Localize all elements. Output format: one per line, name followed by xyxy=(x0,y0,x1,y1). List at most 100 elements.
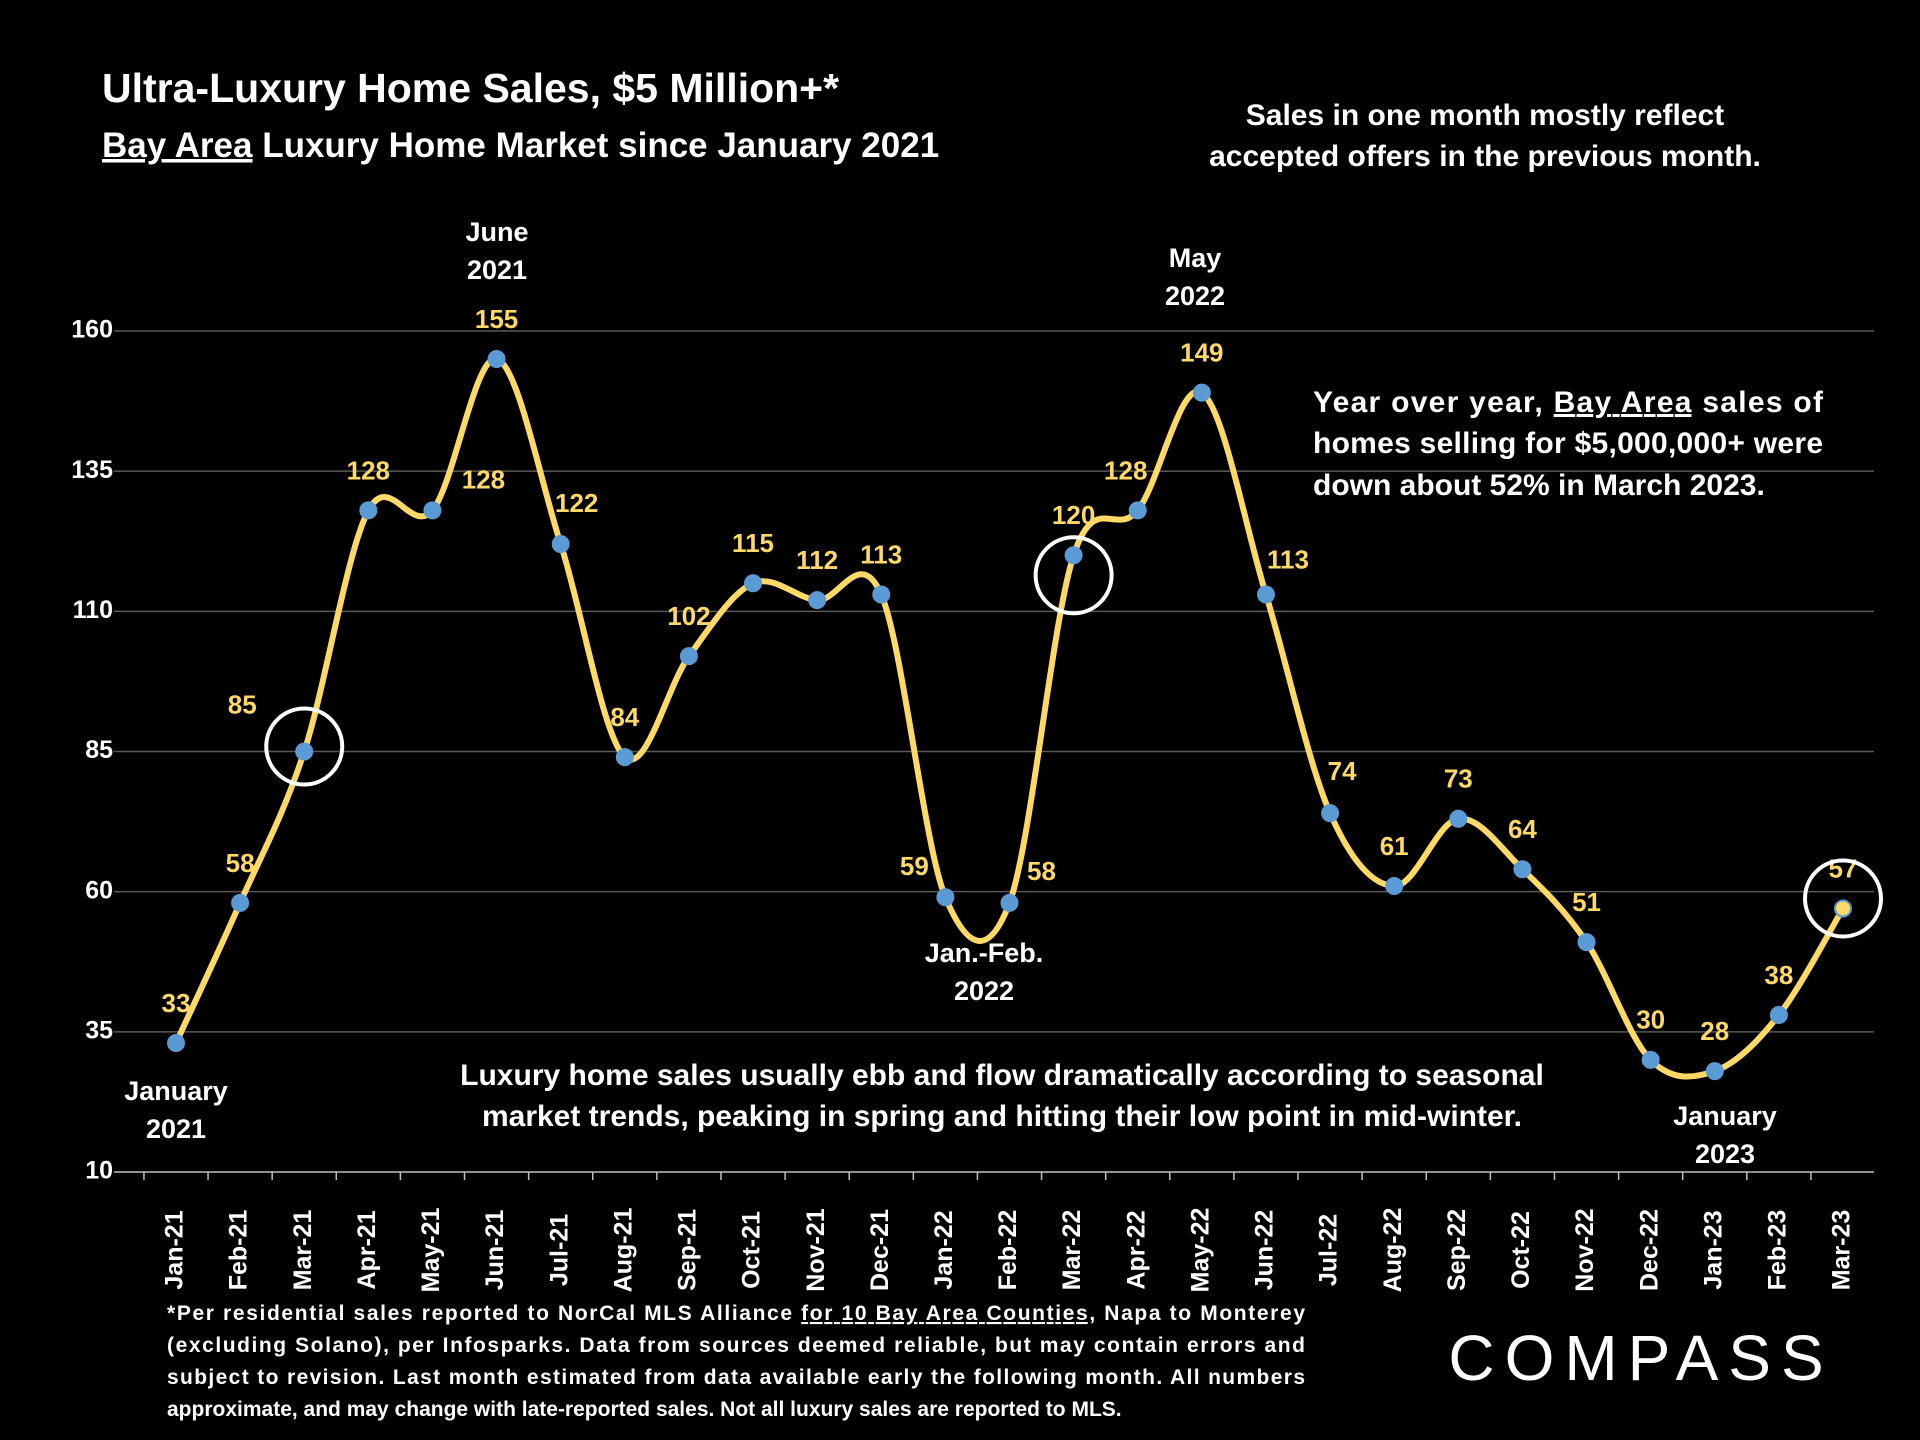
data-label: 84 xyxy=(610,702,639,732)
yoy-part: sales of xyxy=(1693,386,1824,419)
data-label: 113 xyxy=(860,539,902,569)
seasonal-note: market trends, peaking in spring and hit… xyxy=(482,1100,1522,1133)
footnote: approximate, and may change with late-re… xyxy=(167,1398,1122,1421)
x-tick-label: May-22 xyxy=(1186,1208,1214,1293)
footnote-part: , Napa to Monterey xyxy=(1089,1302,1305,1325)
data-point xyxy=(1192,383,1211,402)
data-point xyxy=(1577,933,1596,952)
yoy-part: Year over year, xyxy=(1313,386,1552,419)
subtitle-part: Bay Area xyxy=(102,126,253,165)
data-point xyxy=(1256,585,1275,604)
y-tick-label: 60 xyxy=(85,876,113,904)
footnote-part: for 10 Bay Area Counties xyxy=(801,1302,1088,1325)
data-point xyxy=(1834,899,1852,918)
data-point xyxy=(1705,1062,1724,1081)
annotation: 2022 xyxy=(1165,281,1225,311)
data-point xyxy=(423,501,442,520)
annotation: January xyxy=(1673,1101,1777,1131)
footnote-part: *Per residential sales reported to NorCa… xyxy=(167,1302,800,1325)
x-tick-label: Oct-21 xyxy=(738,1211,766,1289)
data-point xyxy=(1064,546,1083,565)
data-label: 74 xyxy=(1328,756,1357,786)
data-label: 120 xyxy=(1052,500,1095,530)
x-tick-label: Feb-21 xyxy=(225,1210,253,1291)
x-tick-label: May-21 xyxy=(417,1208,445,1293)
data-point xyxy=(936,888,955,907)
data-label: 113 xyxy=(1267,544,1309,574)
data-label: 122 xyxy=(555,488,598,518)
data-label: 38 xyxy=(1764,960,1793,990)
data-label: 30 xyxy=(1636,1005,1665,1035)
data-label: 64 xyxy=(1508,814,1537,844)
chart-subtitle: Bay Area Luxury Home Market since Januar… xyxy=(102,126,939,165)
data-label: 128 xyxy=(462,464,505,494)
x-tick-label: Aug-22 xyxy=(1379,1208,1407,1293)
data-point xyxy=(615,748,634,767)
y-tick-label: 110 xyxy=(73,596,113,624)
data-label: 51 xyxy=(1572,887,1601,917)
x-tick-label: Sep-21 xyxy=(674,1209,702,1291)
data-label: 85 xyxy=(228,689,257,719)
data-point xyxy=(1385,877,1404,896)
x-tick-label: Dec-22 xyxy=(1635,1209,1663,1291)
x-tick-label: Nov-21 xyxy=(802,1208,830,1291)
x-tick-label: Dec-21 xyxy=(866,1209,894,1291)
data-label: 58 xyxy=(226,848,255,878)
sales-note: accepted offers in the previous month. xyxy=(1209,140,1761,173)
yoy-note: homes selling for $5,000,000+ were xyxy=(1313,427,1823,460)
data-label: 58 xyxy=(1027,856,1056,886)
x-tick-label: Feb-23 xyxy=(1763,1210,1791,1291)
yoy-note: down about 52% in March 2023. xyxy=(1313,469,1765,502)
footnote: subject to revision. Last month estimate… xyxy=(167,1366,1305,1389)
data-label: 61 xyxy=(1380,831,1409,861)
y-tick-label: 10 xyxy=(85,1157,113,1185)
data-label: 59 xyxy=(900,851,929,881)
data-point xyxy=(295,742,314,761)
annotation: June xyxy=(465,217,528,247)
chart-title: Ultra-Luxury Home Sales, $5 Million+* xyxy=(102,65,839,111)
data-label: 128 xyxy=(347,455,390,485)
data-point xyxy=(487,350,506,369)
data-label: 155 xyxy=(475,304,518,334)
data-point xyxy=(1128,501,1147,520)
data-point xyxy=(1449,809,1468,828)
data-point xyxy=(1641,1050,1660,1069)
data-label: 128 xyxy=(1104,455,1147,485)
x-tick-label: Jan-23 xyxy=(1699,1210,1727,1289)
data-point xyxy=(1513,860,1532,879)
x-tick-label: Sep-22 xyxy=(1443,1209,1471,1291)
annotation: 2021 xyxy=(146,1114,206,1144)
x-tick-label: Apr-21 xyxy=(353,1210,381,1289)
annotation: 2021 xyxy=(467,255,527,285)
highlight-ring xyxy=(1033,535,1114,616)
data-point xyxy=(551,535,570,554)
annotation: Jan.-Feb. xyxy=(925,938,1044,968)
data-label: 102 xyxy=(667,601,710,631)
x-tick-label: Jan-21 xyxy=(161,1210,189,1289)
sales-note: Sales in one month mostly reflect xyxy=(1246,99,1724,132)
data-label: 112 xyxy=(796,545,838,575)
x-tick-label: Oct-22 xyxy=(1507,1211,1535,1289)
data-label: 57 xyxy=(1829,853,1858,883)
y-tick-label: 135 xyxy=(71,456,113,484)
x-tick-label: Nov-22 xyxy=(1571,1208,1599,1291)
data-point xyxy=(808,591,827,610)
footnote: (excluding Solano), per Infosparks. Data… xyxy=(167,1334,1305,1357)
y-tick-label: 160 xyxy=(71,316,113,344)
yoy-part: Bay Area xyxy=(1554,386,1692,419)
annotation: 2023 xyxy=(1695,1139,1755,1169)
x-tick-label: Jan-22 xyxy=(930,1210,958,1289)
data-point xyxy=(1000,893,1019,912)
x-tick-label: Apr-22 xyxy=(1122,1210,1150,1289)
data-point xyxy=(359,501,378,520)
x-tick-label: Jun-22 xyxy=(1251,1210,1279,1291)
seasonal-note: Luxury home sales usually ebb and flow d… xyxy=(460,1059,1544,1092)
subtitle-part: Luxury Home Market since January 2021 xyxy=(252,126,939,165)
x-tick-label: Mar-23 xyxy=(1828,1210,1856,1291)
brand-logo: COMPASS xyxy=(1448,1322,1833,1394)
x-tick-label: Aug-21 xyxy=(609,1208,637,1293)
data-point xyxy=(1321,804,1340,823)
